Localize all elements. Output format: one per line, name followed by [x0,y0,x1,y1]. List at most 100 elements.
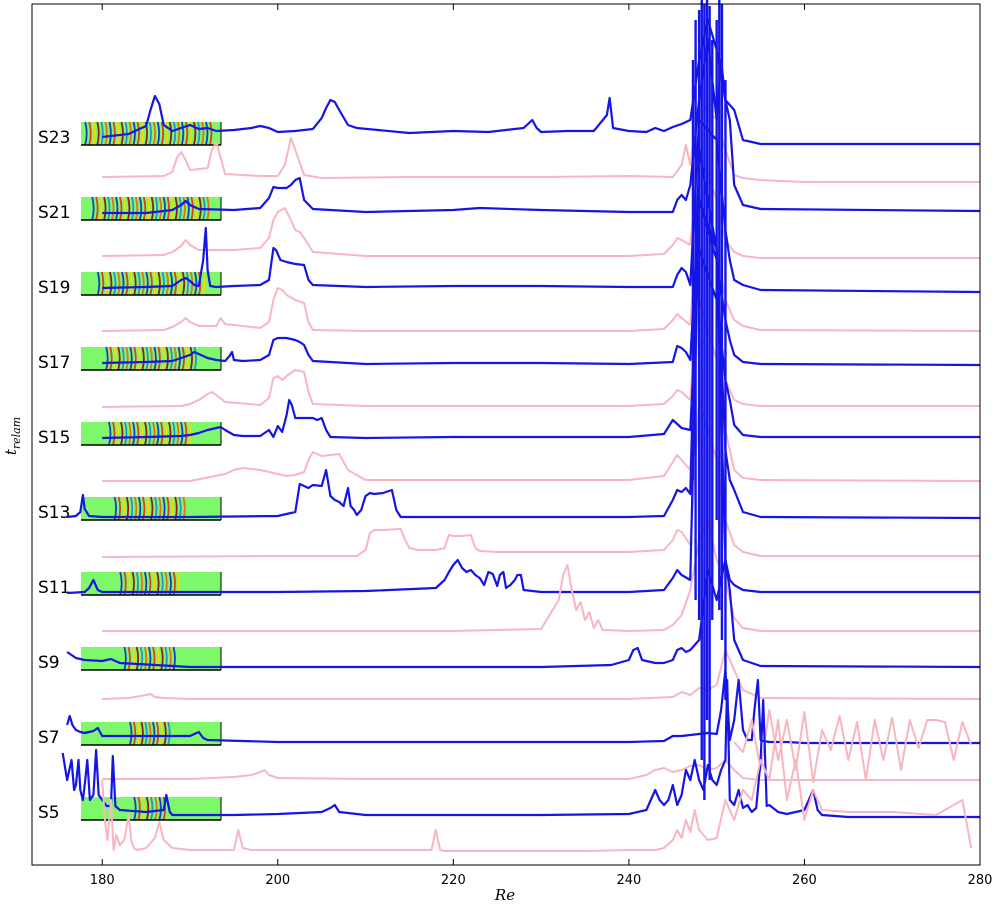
snapshot-stripe [160,421,164,446]
snapshot-stripe [129,346,133,371]
snapshot-stripe [119,196,123,221]
series-layer [61,18,981,852]
x-tick-label: 260 [792,873,817,888]
snapshot-stripe [186,196,190,221]
snapshot-stripe [123,646,127,671]
snapshot-s9 [81,646,222,671]
snapshot-stripe [130,196,135,221]
snapshot-stripe [150,196,155,221]
snapshot-stripe [155,721,160,746]
series-line-s17-blue [102,198,981,367]
snapshot-stripe [166,196,170,221]
snapshot-stripe [193,121,197,146]
series-line-s7-pink [733,709,973,783]
snapshot-stripe [123,196,127,221]
snapshot-stripe [108,421,112,446]
snapshot-stripe [105,271,109,296]
row-label-s7: S7 [38,728,60,748]
snapshot-stripe [152,646,156,671]
series-line-s5-pink [101,779,629,852]
snapshot-stripe [153,271,157,296]
snapshot-stripe [160,121,165,146]
series-line-s7-blue [66,668,980,745]
snapshot-stripe [140,121,144,146]
series-line-s13-blue [66,148,981,520]
snapshot-stripe [107,196,111,221]
snapshot-stripe [144,721,148,746]
snapshot-stripe [135,646,140,671]
snapshot-stripe [198,271,202,296]
series-line-s9-pink [102,519,980,632]
series-line-s5-blue [61,678,980,819]
x-tick-label: 220 [441,873,466,888]
snapshot-stripe [144,421,148,446]
snapshot-stripe [173,346,177,371]
snapshot-stripe [137,271,141,296]
snapshot-stripe [161,271,165,296]
snapshot-stripe [136,721,141,746]
snapshot-stripe [105,346,109,371]
snapshot-stripe [141,346,145,371]
snapshot-stripe [127,646,131,671]
snapshot-stripe [141,271,145,296]
snapshot-stripe [140,421,144,446]
snapshot-stripe [112,421,116,446]
snapshot-stripe [156,421,160,446]
snapshot-stripe [156,121,161,146]
snapshot-thumbnails [81,121,222,821]
series-line-s21-blue [102,38,981,215]
snapshot-stripe [117,346,121,371]
snapshot-stripe [109,346,113,371]
snapshot-stripe [139,646,144,671]
snapshot-stripe [178,196,182,221]
snapshot-stripe [128,421,132,446]
snapshot-stripe [180,121,185,146]
snapshot-stripe [149,346,153,371]
snapshot-stripe [150,796,154,821]
snapshot-stripe [132,121,136,146]
snapshot-stripe [127,196,131,221]
snapshot-stripe [158,796,162,821]
snapshot-stripe [159,721,163,746]
snapshot-stripe [193,271,198,296]
series-line-s15-pink [102,249,980,408]
snapshot-stripe [182,196,186,221]
snapshot-stripe [117,271,121,296]
snapshot-stripe [168,646,172,671]
series-line-s21-pink [102,99,980,183]
snapshot-stripe [137,346,141,371]
snapshot-stripe [140,721,144,746]
snapshot-stripe [209,121,213,146]
series-line-s23-blue [102,18,980,146]
snapshot-stripe [103,196,107,221]
snapshot-stripe [152,721,156,746]
snapshot-stripe [157,271,161,296]
snapshot-stripe [145,796,150,821]
row-label-s23: S23 [38,128,70,148]
snapshot-stripe [176,421,180,446]
snapshot-stripe [100,271,105,296]
snapshot-stripe [154,796,158,821]
snapshot-stripe [190,196,194,221]
snapshot-stripe [201,121,205,146]
snapshot-stripe [148,721,152,746]
snapshot-stripe [164,421,168,446]
snapshot-stripe [132,421,136,446]
snapshot-stripe [109,271,113,296]
snapshot-stripe [92,121,96,146]
x-tick-label: 280 [968,873,993,888]
snapshot-stripe [172,121,177,146]
snapshot-stripe [96,271,101,296]
snapshot-stripe [145,271,149,296]
snapshot-stripe [189,346,193,371]
snapshot-stripe [176,121,181,146]
snapshot-stripe [181,271,186,296]
snapshot-stripe [185,346,189,371]
snapshot-stripe [146,196,151,221]
snapshot-stripe [99,196,103,221]
series-line-s19-pink [102,149,980,259]
snapshot-stripe [133,796,137,821]
snapshot-stripe [168,421,172,446]
snapshot-stripe [116,421,120,446]
